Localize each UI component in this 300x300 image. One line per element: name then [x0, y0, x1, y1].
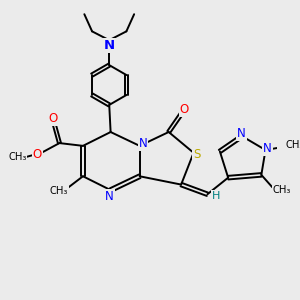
Text: O: O — [49, 112, 58, 125]
Text: N: N — [105, 190, 114, 203]
Text: N: N — [237, 128, 246, 140]
Text: H: H — [212, 190, 220, 201]
Text: O: O — [180, 103, 189, 116]
Text: N: N — [263, 142, 272, 155]
Text: N: N — [104, 39, 115, 52]
Text: CH₃: CH₃ — [285, 140, 300, 150]
Text: O: O — [33, 148, 42, 160]
Text: S: S — [193, 148, 201, 161]
Text: N: N — [139, 136, 147, 150]
Text: CH₃: CH₃ — [273, 184, 291, 194]
Text: CH₃: CH₃ — [50, 186, 68, 196]
Text: CH₃: CH₃ — [8, 152, 27, 163]
